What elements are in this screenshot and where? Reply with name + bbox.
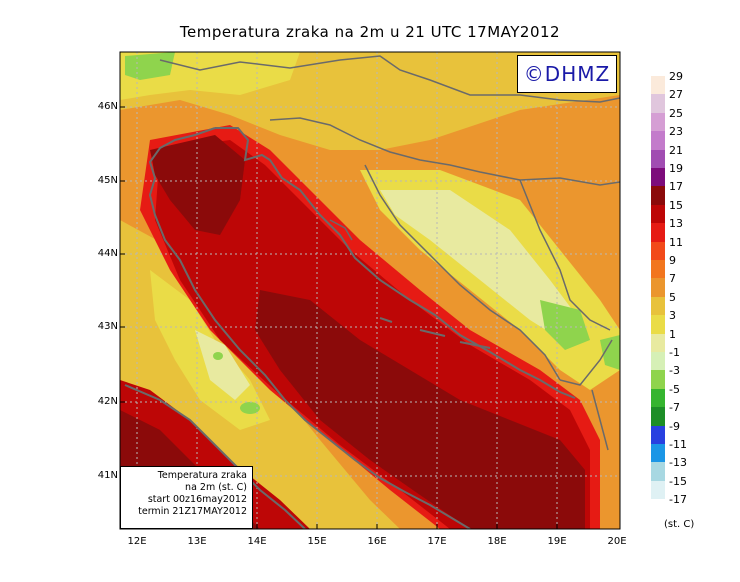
map-grid <box>120 52 620 529</box>
info-line-start: start 00z16may2012 <box>147 494 247 505</box>
dinaric-cool-zone <box>380 190 580 345</box>
legend-swatch <box>651 168 665 187</box>
legend-label: 23 <box>669 125 683 139</box>
legend-swatch <box>651 407 665 426</box>
lon-label-15e: 15E <box>307 536 327 547</box>
legend-label: 7 <box>669 272 676 286</box>
apennine-cool-zone <box>195 330 250 400</box>
legend-swatch <box>651 425 665 444</box>
legend-label: -5 <box>669 382 680 396</box>
legend-swatch <box>651 480 665 500</box>
legend-label: 25 <box>669 106 683 120</box>
legend-label: 15 <box>669 198 683 212</box>
dhmz-logo: ©DHMZ <box>517 55 617 93</box>
map-title: Temperatura zraka na 2m u 21 UTC 17MAY20… <box>179 23 561 41</box>
legend-swatch <box>651 388 665 408</box>
legend-label: 21 <box>669 143 683 157</box>
legend-swatch <box>651 278 665 297</box>
lon-label-18e: 18E <box>487 536 507 547</box>
legend-label: 19 <box>669 162 683 175</box>
legend-swatch <box>651 94 665 113</box>
legend-swatch <box>651 315 665 334</box>
lat-label-43n: 43N <box>97 321 118 332</box>
legend-label: 9 <box>669 254 676 267</box>
southern-adriatic-warm <box>255 290 585 529</box>
info-line-variable: Temperatura zraka <box>157 470 247 481</box>
legend-swatch <box>651 352 665 371</box>
legend-label: 3 <box>669 309 676 323</box>
legend-swatch <box>651 333 665 352</box>
apennine-cold-spot <box>213 352 223 360</box>
legend-label: -9 <box>669 419 680 433</box>
legend-swatch <box>651 223 665 242</box>
lat-label-44n: 44N <box>97 248 118 259</box>
legend-swatch <box>651 260 665 279</box>
legend-label: -15 <box>669 474 687 488</box>
lon-label-14e: 14E <box>247 536 267 547</box>
legend-swatch <box>651 112 665 132</box>
lon-label-16e: 16E <box>367 536 387 547</box>
legend-swatch <box>651 444 665 463</box>
coastlines <box>124 127 576 529</box>
legend-label: 29 <box>669 70 683 83</box>
apennine-cold-patch <box>240 402 260 414</box>
montenegro-cold-patch <box>540 300 590 350</box>
legend-swatch <box>651 462 665 481</box>
legend-label: -1 <box>669 346 680 359</box>
lon-label-12e: 12E <box>127 536 147 547</box>
legend-label: -7 <box>669 401 680 415</box>
legend-label: 13 <box>669 217 683 231</box>
legend-label: -11 <box>669 438 687 451</box>
lon-label-17e: 17E <box>427 536 447 547</box>
info-line-unit: na 2m (st. C) <box>185 482 247 493</box>
lat-label-41n: 41N <box>97 470 118 481</box>
legend-swatch <box>651 186 665 205</box>
map-field <box>120 52 620 529</box>
info-line-termin: termin 21Z17MAY2012 <box>138 506 247 517</box>
northern-adriatic-warm <box>150 135 245 235</box>
legend-swatch <box>651 296 665 316</box>
legend-label: 17 <box>669 180 683 194</box>
map-frame <box>119 51 621 530</box>
country-borders <box>159 55 620 451</box>
legend-swatch <box>651 131 665 150</box>
lat-label-42n: 42N <box>97 396 118 407</box>
lon-label-20e: 20E <box>607 536 627 547</box>
legend-swatch <box>651 370 665 389</box>
legend-swatch <box>651 149 665 168</box>
lon-label-19e: 19E <box>547 536 567 547</box>
legend-label: -13 <box>669 456 687 470</box>
legend-label: -17 <box>669 493 687 507</box>
lon-label-13e: 13E <box>187 536 207 547</box>
legend-label: 5 <box>669 290 676 304</box>
legend-label: 11 <box>669 235 683 249</box>
lat-label-46n: 46N <box>97 101 118 112</box>
legend-unit: (st. C) <box>664 519 695 530</box>
info-box: Temperatura zraka na 2m (st. C) start 00… <box>120 466 253 529</box>
legend-label: 27 <box>669 88 683 102</box>
legend-swatch <box>651 241 665 260</box>
legend-swatch <box>651 499 665 518</box>
albania-cold-patch <box>600 335 620 370</box>
legend-swatch <box>651 76 665 95</box>
lat-label-45n: 45N <box>97 175 118 186</box>
legend-swatch <box>651 204 665 224</box>
legend-label: -3 <box>669 364 680 378</box>
legend-label: 1 <box>669 327 676 341</box>
